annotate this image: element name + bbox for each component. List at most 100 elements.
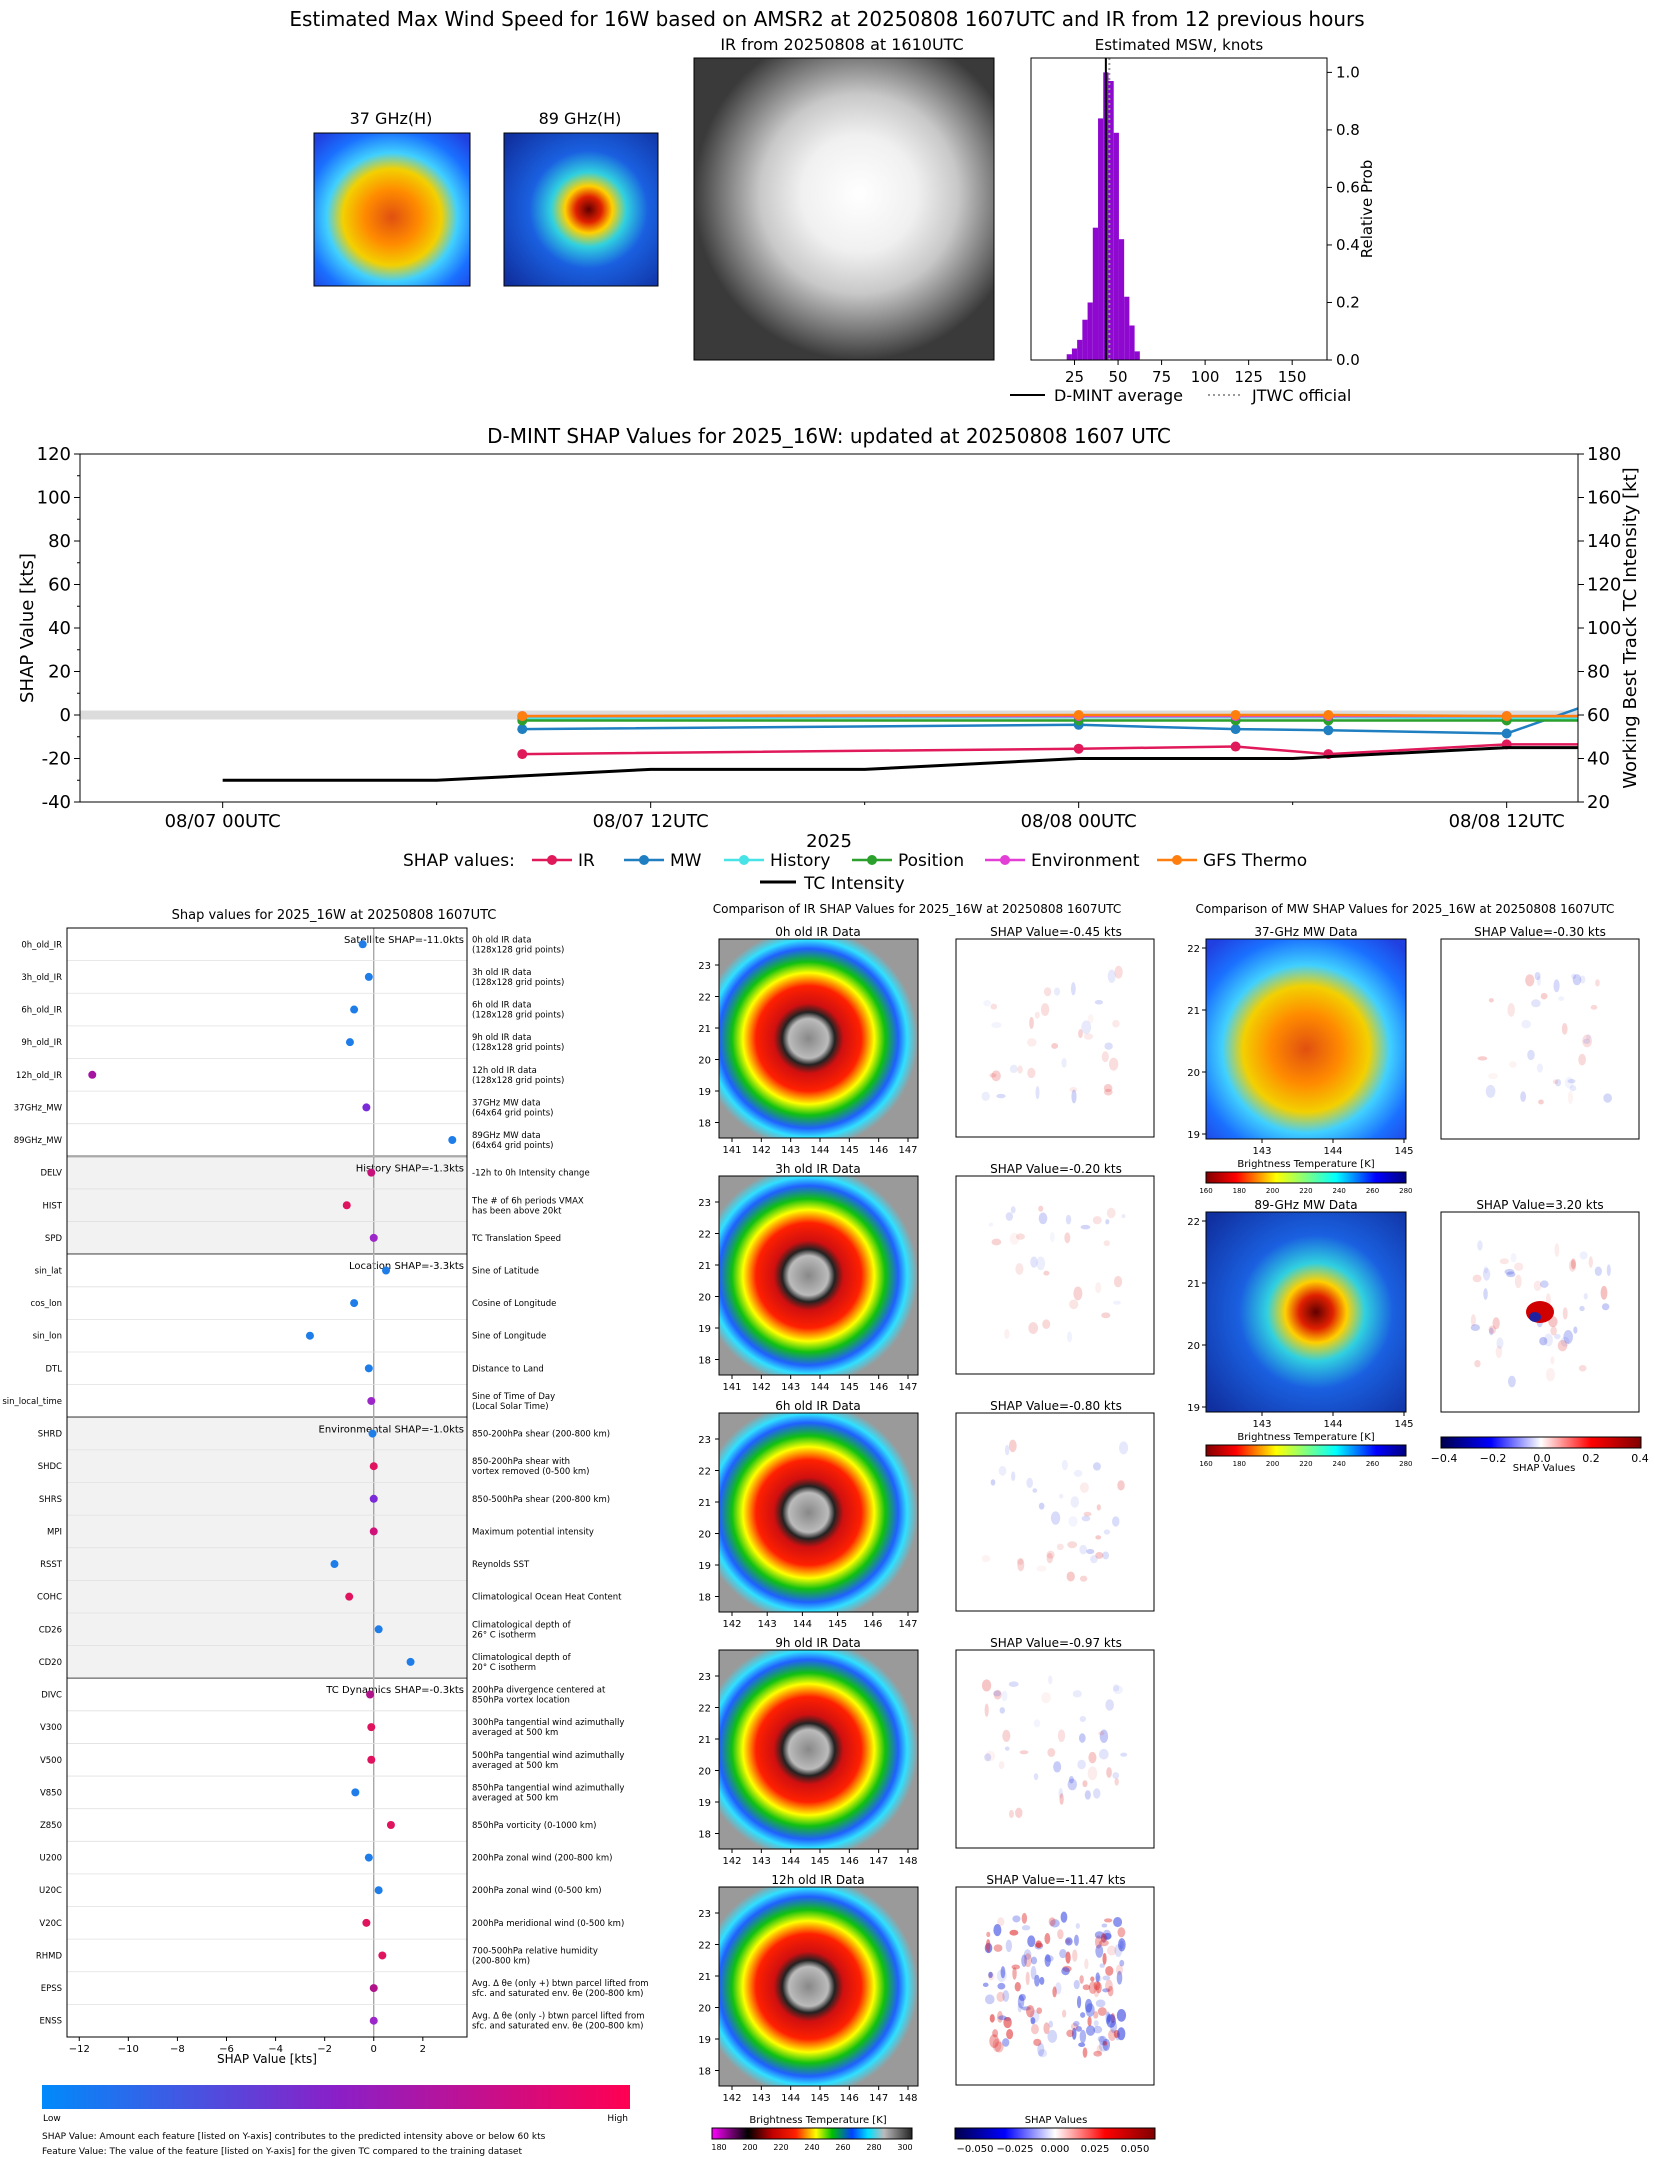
shap-blob — [1474, 1359, 1481, 1368]
shap-blob — [1606, 1264, 1611, 1277]
shap-blob — [1489, 1327, 1494, 1336]
shap-blob — [1008, 1809, 1014, 1819]
group-label: Environmental SHAP=-1.0kts — [319, 1424, 465, 1435]
shap-blob — [1072, 1949, 1078, 1962]
feature-name: SHRD — [38, 1430, 63, 1440]
ir-shap-label: SHAP Value=-0.20 kts — [990, 1162, 1122, 1176]
feature-description: The # of 6h periods VMAX — [471, 1196, 584, 1206]
shap-blob — [1048, 1675, 1053, 1685]
mw-xtick-label: 145 — [1394, 1419, 1413, 1430]
shap-blob — [1032, 1488, 1038, 1493]
ir-ytick-label: 19 — [698, 1798, 711, 1809]
shap-blob — [1083, 1511, 1092, 1517]
ir-ytick-label: 18 — [698, 1119, 711, 1130]
ir-bt-colorbar — [711, 2127, 913, 2140]
feature-description: (200-800 km) — [472, 1956, 530, 1966]
shap-blob — [1521, 1019, 1531, 1029]
shap-blob — [1525, 974, 1535, 987]
ts-ytick-label: 20 — [48, 662, 71, 683]
series-point — [517, 749, 528, 760]
feature-point — [378, 1951, 387, 1960]
feature-name: 12h_old_IR — [16, 1071, 62, 1081]
mw-bt-colorbar — [1205, 1444, 1407, 1457]
group-shading — [67, 1156, 467, 1255]
mw-bt-tick: 200 — [1266, 1187, 1279, 1195]
shap-blob — [1098, 1748, 1109, 1760]
shap-blob — [1113, 1300, 1121, 1305]
shap-blob — [1600, 1285, 1608, 1300]
shap-blob — [1507, 1375, 1516, 1388]
ir-comparison-title: Comparison of IR SHAP Values for 2025_16… — [713, 902, 1122, 916]
shap-blob — [1081, 1020, 1092, 1035]
msw-ytick-label: 0.2 — [1336, 293, 1360, 311]
shap-blob — [999, 1707, 1006, 1714]
shap-blob — [1560, 1336, 1570, 1347]
shap-blob — [998, 1761, 1005, 1770]
shap-blob — [1074, 1934, 1079, 1946]
shap-blob — [1488, 1073, 1498, 1080]
shap-blob — [1545, 1367, 1555, 1382]
ir-bt-tick: 300 — [897, 2143, 912, 2152]
mw-ytick-label: 22 — [1187, 1217, 1200, 1228]
series-point — [517, 724, 528, 735]
shap-blob — [996, 1991, 1005, 2002]
shap-blob — [1010, 1206, 1016, 1214]
feature-name: 9h_old_IR — [21, 1038, 62, 1048]
feature-description: averaged at 500 km — [472, 1793, 558, 1803]
feature-description: Climatological depth of — [472, 1653, 572, 1663]
ts-ytick-right-label: 20 — [1587, 792, 1610, 813]
ir-shap-map — [955, 938, 1155, 1138]
ir-ytick-label: 18 — [698, 1593, 711, 1604]
mw-xtick-label: 144 — [1323, 1146, 1342, 1157]
group-label: Location SHAP=-3.3kts — [349, 1261, 464, 1272]
shap-blob — [1040, 1003, 1050, 1016]
shap-map-frame — [955, 1649, 1155, 1849]
shap-blob — [1035, 1086, 1040, 1100]
ir-shap-label: SHAP Value=-0.45 kts — [990, 925, 1122, 939]
ir-ytick-label: 20 — [698, 1530, 711, 1541]
feature-point — [374, 1625, 383, 1634]
shap-blob — [1102, 1952, 1107, 1965]
msw-ytick-label: 0.6 — [1336, 178, 1360, 196]
shap-blob — [1539, 1336, 1548, 1346]
shap-blob — [1583, 1038, 1591, 1044]
shap-blob — [1035, 1940, 1042, 1949]
series-line-mw — [522, 707, 1579, 735]
feature-description: 3h old IR data — [472, 968, 531, 978]
shap-blob — [992, 2029, 999, 2038]
shap-blob — [1086, 1548, 1095, 1555]
shap-coldspot — [1529, 1312, 1541, 1322]
mw-bt-tick: 180 — [1233, 1460, 1246, 1468]
msw-ytick-label: 0.0 — [1336, 351, 1360, 369]
shap-blob — [1113, 1916, 1123, 1928]
ir-ytick-label: 21 — [698, 1024, 711, 1035]
mw-shap-tick: −0.4 — [1431, 1452, 1458, 1465]
feature-description: 200hPa zonal wind (0-500 km) — [472, 1886, 602, 1896]
mw-bt-label: Brightness Temperature [K] — [1237, 1159, 1374, 1170]
shap-blob — [1564, 1076, 1574, 1089]
feature-description: averaged at 500 km — [472, 1728, 558, 1738]
shap-blob — [1034, 1974, 1040, 1987]
shap-blob — [1065, 1951, 1071, 1964]
ir-ytick-label: 20 — [698, 1293, 711, 1304]
ir-xtick-label: 146 — [869, 1382, 888, 1393]
feature-name: cos_lon — [30, 1299, 62, 1309]
shap-blob — [1579, 975, 1586, 984]
shap-blob — [1031, 2023, 1039, 2035]
shap-blob — [1583, 1293, 1588, 1300]
shap-blob — [1078, 1733, 1086, 1743]
feature-point — [369, 1462, 378, 1471]
shap-map-frame — [955, 938, 1155, 1138]
shap-blob — [1107, 1985, 1114, 1997]
shap-blob — [1472, 1274, 1482, 1283]
feature-description: Reynolds SST — [472, 1560, 530, 1570]
msw-bar — [1082, 319, 1088, 360]
feature-name: 89GHz_MW — [14, 1136, 63, 1146]
shap-blob — [1059, 1949, 1067, 1959]
ir-ytick-label: 22 — [698, 1230, 711, 1241]
feature-name: 3h_old_IR — [21, 973, 62, 983]
ir-xtick-label: 144 — [793, 1619, 812, 1630]
shap-blob — [981, 1679, 992, 1692]
series-line-gfs-thermo — [522, 713, 1578, 718]
